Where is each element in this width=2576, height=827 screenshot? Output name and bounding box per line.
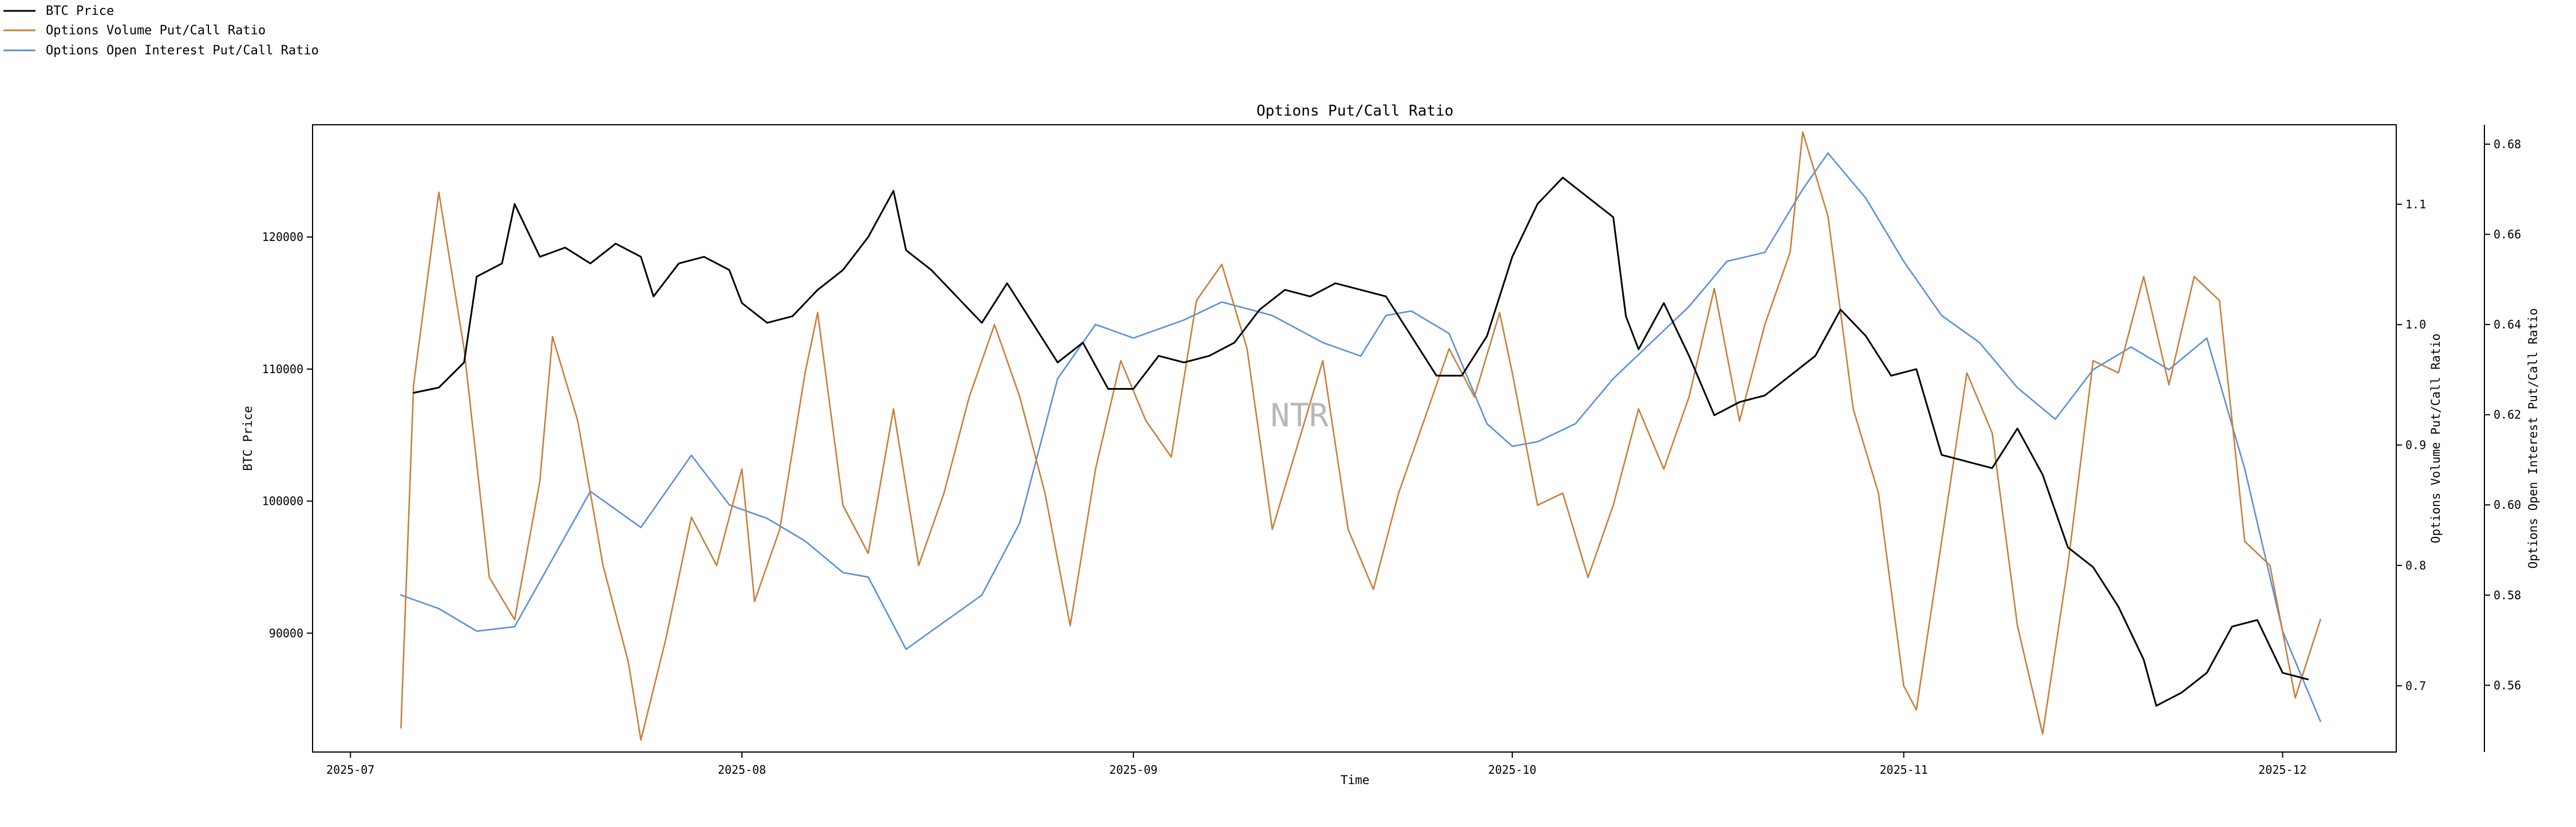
x-tick-label: 2025-11 (1879, 763, 1927, 777)
y-left-tick-label: 120000 (262, 230, 303, 244)
series-line-btc-price (413, 176, 2309, 707)
y-right-1-tick-label: 1.1 (2405, 197, 2426, 211)
plot-frame (312, 124, 2397, 753)
x-tick-label: 2025-09 (1109, 763, 1157, 777)
x-tick-label: 2025-07 (326, 763, 374, 777)
ticks-layer: 2025-07 2025-08 2025-09 2025-10 2025-11 2025-… (262, 137, 2521, 777)
legend-label-btc-price: BTC Price (46, 4, 114, 18)
series-layer (400, 131, 2321, 741)
y-axis-right-2-label: Options Open Interest Put/Call Ratio (2526, 308, 2540, 568)
y-right-2-tick-label: 0.60 (2494, 498, 2521, 512)
y-right-1-tick-label: 0.7 (2405, 679, 2426, 693)
y-right-2-tick-label: 0.56 (2494, 678, 2521, 692)
y-right-2-tick-label: 0.68 (2494, 137, 2521, 151)
chart-title: Options Put/Call Ratio (1257, 102, 1453, 120)
watermark: NTR (1270, 397, 1328, 434)
y-left-tick-label: 110000 (262, 362, 303, 376)
y-axis-left-label: BTC Price (241, 406, 255, 471)
legend-label-oi-ratio: Options Open Interest Put/Call Ratio (46, 43, 319, 58)
y-left-tick-label: 90000 (269, 626, 303, 640)
y-left-tick-label: 100000 (262, 494, 303, 508)
x-axis-label: Time (1341, 773, 1370, 787)
y-right-1-tick-label: 0.9 (2405, 438, 2426, 452)
y-right-2-tick-label: 0.58 (2494, 588, 2521, 602)
y-right-1-tick-label: 1.0 (2405, 318, 2426, 331)
y-right-2-tick-label: 0.66 (2494, 227, 2521, 241)
y-right-1-tick-label: 0.8 (2405, 559, 2426, 572)
x-tick-label: 2025-12 (2258, 763, 2306, 777)
x-tick-label: 2025-10 (1488, 763, 1536, 777)
legend: BTC Price Options Volume Put/Call Ratio … (3, 4, 319, 58)
y-right-2-tick-label: 0.62 (2494, 408, 2521, 422)
y-axis-right-1-label: Options Volume Put/Call Ratio (2429, 334, 2443, 544)
series-line-oi-ratio (400, 152, 2321, 722)
series-line-volume-ratio (400, 131, 2321, 741)
legend-label-volume-ratio: Options Volume Put/Call Ratio (46, 23, 266, 38)
x-tick-label: 2025-08 (718, 763, 766, 777)
y-right-2-tick-label: 0.64 (2494, 318, 2521, 331)
